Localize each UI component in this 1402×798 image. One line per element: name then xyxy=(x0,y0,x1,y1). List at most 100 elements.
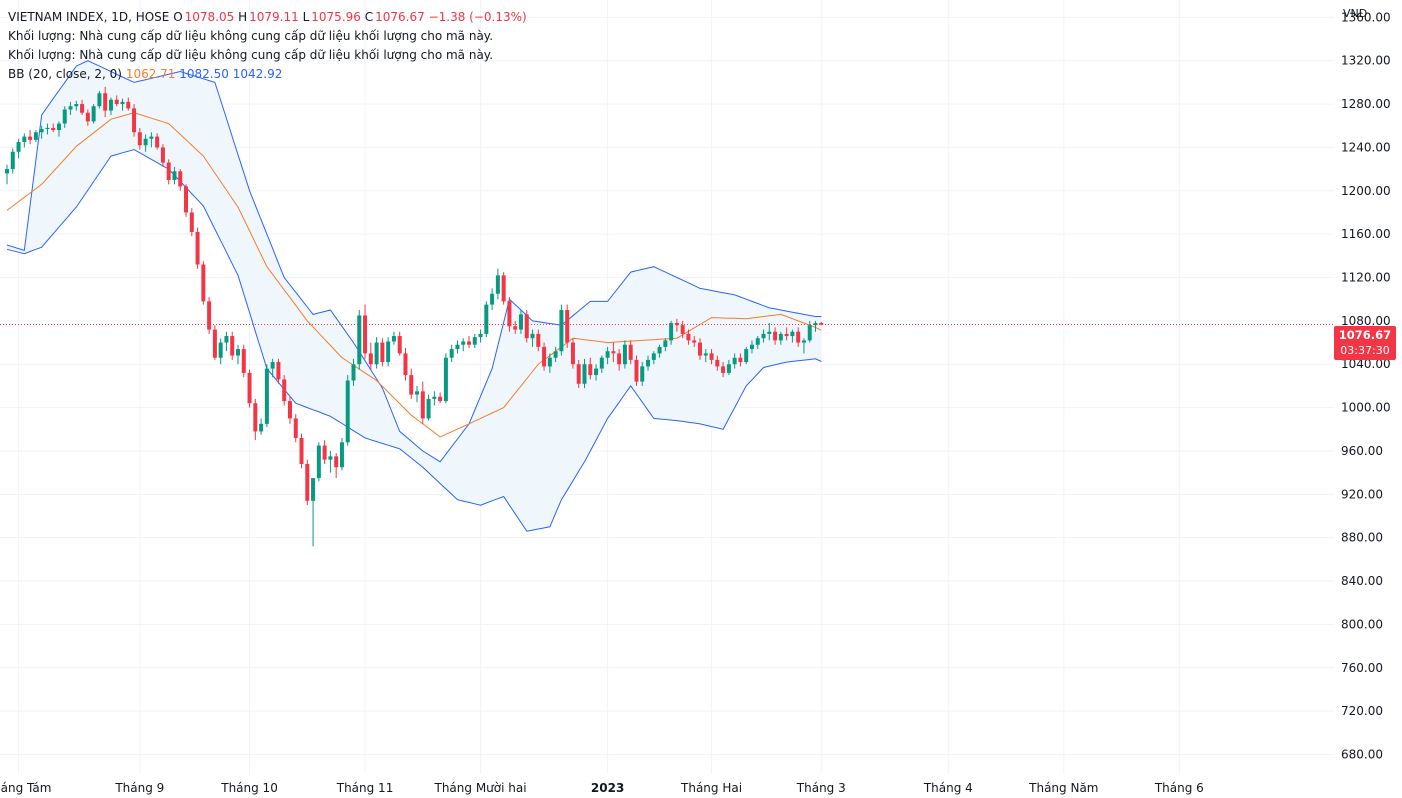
candle xyxy=(276,358,281,384)
candle xyxy=(698,338,702,360)
candle-body xyxy=(74,104,79,107)
candle-body xyxy=(773,331,778,341)
candle xyxy=(351,358,356,386)
candle xyxy=(137,127,142,150)
open-label: O xyxy=(173,10,183,24)
candle xyxy=(39,125,44,139)
candle xyxy=(518,310,523,334)
candle xyxy=(218,338,223,365)
candle xyxy=(813,320,818,332)
candle xyxy=(536,329,541,352)
candle xyxy=(357,310,362,370)
price-tick-label: 920.00 xyxy=(1341,487,1383,501)
candle-body xyxy=(698,342,702,356)
low-label: L xyxy=(302,10,310,24)
candle-body xyxy=(738,357,743,363)
candle xyxy=(397,331,402,356)
candle-body xyxy=(224,336,229,343)
last-price-value: 1076.67 xyxy=(1338,328,1392,342)
candle xyxy=(773,327,778,345)
candle xyxy=(403,347,408,381)
candle-body xyxy=(28,136,33,140)
candle-body xyxy=(293,418,298,438)
candle-body xyxy=(155,136,160,148)
price-tick-label: 1040.00 xyxy=(1341,357,1391,371)
candle-body xyxy=(299,437,304,464)
candle xyxy=(738,353,743,367)
candle xyxy=(339,437,344,471)
candle-body xyxy=(126,101,131,109)
candle-body xyxy=(553,351,558,358)
candle xyxy=(801,338,806,354)
candle-body xyxy=(68,106,73,110)
candle xyxy=(97,91,102,109)
candle-body xyxy=(674,323,679,326)
candle-body xyxy=(166,162,171,180)
close-label: C xyxy=(364,10,374,24)
volume-legend-row[interactable]: Khối lượng: Nhà cung cấp dữ liệu không c… xyxy=(8,29,494,43)
candle-body xyxy=(345,380,350,443)
candle xyxy=(380,338,385,367)
candle-body xyxy=(426,398,431,419)
candle xyxy=(160,144,165,167)
price-tick-label: 1160.00 xyxy=(1341,227,1391,241)
candle xyxy=(68,101,73,115)
candle xyxy=(189,208,194,237)
candle xyxy=(819,321,824,326)
candle xyxy=(749,340,754,354)
candle-body xyxy=(339,442,344,468)
last-price-tag: 1076.67 03:37:30 xyxy=(1334,326,1396,360)
candle xyxy=(680,320,685,339)
candle-body xyxy=(513,326,518,330)
chart-legend: VIETNAM INDEX, 1D, HOSE O 1078.05 H 1079.1… xyxy=(8,8,527,84)
symbol-title[interactable]: VIETNAM INDEX, 1D, HOSE xyxy=(8,10,170,24)
candle-body xyxy=(749,344,754,350)
time-tick-label: Tháng 9 xyxy=(114,781,164,795)
candle-body xyxy=(253,403,258,432)
candle xyxy=(744,346,749,365)
candle-body xyxy=(461,341,466,345)
candle xyxy=(391,331,396,345)
candle-body xyxy=(484,304,489,334)
candle-body xyxy=(801,340,806,343)
candle xyxy=(305,459,310,506)
candle xyxy=(432,391,437,406)
candle xyxy=(51,123,56,133)
candle-body xyxy=(189,212,194,232)
bb-legend-row[interactable]: BB (20, close, 2, 0) 1062.71 1082.50 104… xyxy=(8,65,527,84)
candle-body xyxy=(276,362,281,380)
candle-body xyxy=(438,396,443,402)
candle-body xyxy=(45,127,50,129)
candle-body xyxy=(39,129,44,133)
candle-body xyxy=(536,333,541,347)
price-tick-label: 1000.00 xyxy=(1341,401,1391,415)
candle xyxy=(224,331,229,352)
candle xyxy=(363,304,368,359)
candle xyxy=(651,351,656,365)
candle-body xyxy=(247,372,252,404)
candle xyxy=(236,344,240,365)
time-axis[interactable]: Tháng Tám Tháng 9 Tháng 10 Tháng 11 Tháng Mư… xyxy=(0,781,1204,795)
candle xyxy=(611,342,616,363)
bb-basis-value: 1062.71 xyxy=(125,67,176,81)
candle-body xyxy=(132,108,137,133)
candle xyxy=(617,349,622,371)
candle-body xyxy=(403,353,408,376)
candle-body xyxy=(137,132,142,146)
candle-body xyxy=(721,366,726,373)
candle-body xyxy=(184,186,189,213)
time-tick-label: Tháng 10 xyxy=(220,781,278,795)
price-axis[interactable]: 1360.00 1320.00 1280.00 1240.00 1200.00 1160.… xyxy=(1341,10,1391,761)
candle-body xyxy=(478,333,483,338)
candle xyxy=(316,442,321,482)
volume-legend-row-2[interactable]: Khối lượng: Nhà cung cấp dữ liệu không c… xyxy=(8,48,494,62)
candle-body xyxy=(397,336,402,354)
price-tick-label: 800.00 xyxy=(1341,617,1383,631)
price-tick-label: 1280.00 xyxy=(1341,97,1391,111)
candle-body xyxy=(195,231,200,265)
candle xyxy=(767,323,772,341)
candle xyxy=(201,261,206,305)
candle xyxy=(126,97,131,111)
candle-body xyxy=(744,349,749,363)
